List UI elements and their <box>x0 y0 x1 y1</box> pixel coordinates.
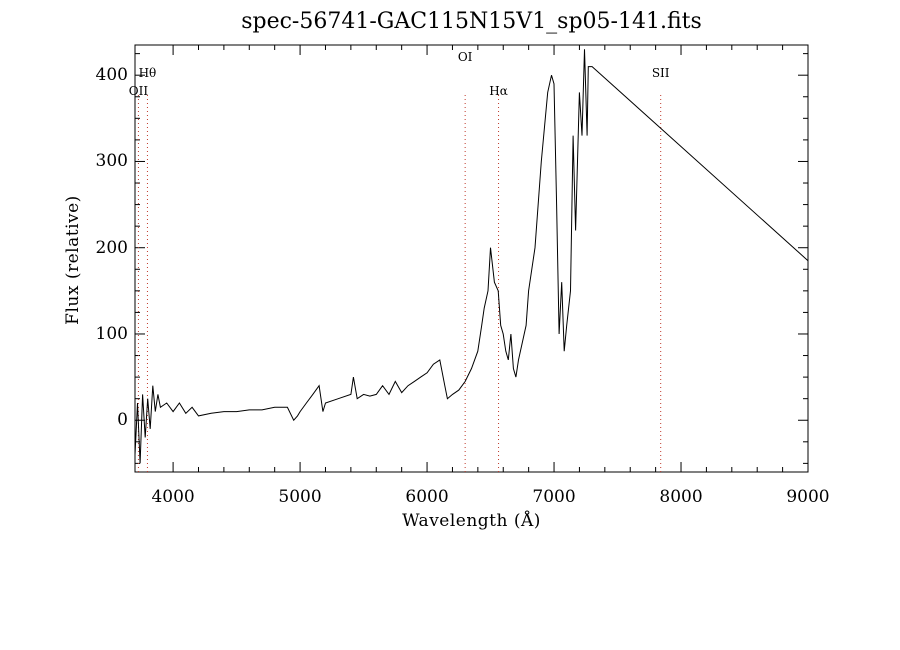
x-tick-label: 7000 <box>532 487 576 507</box>
emission-line-label: Hθ <box>138 66 157 80</box>
y-tick-label: 200 <box>95 237 128 258</box>
y-axis-label: Flux (relative) <box>63 195 83 325</box>
emission-line-markers <box>137 95 662 472</box>
emission-line-label: OI <box>457 50 473 64</box>
emission-line-label: SII <box>651 66 670 80</box>
spectrum-line <box>134 49 809 464</box>
y-tick-label: 400 <box>95 65 128 86</box>
x-tick-label: 8000 <box>659 487 703 507</box>
x-tick-label: 6000 <box>405 487 449 507</box>
y-tick-label: 100 <box>95 323 128 344</box>
chart-title: spec-56741-GAC115N15V1_sp05-141.fits <box>241 9 702 34</box>
x-tick-label: 9000 <box>786 487 830 507</box>
x-tick-label: 4000 <box>151 487 195 507</box>
plot-frame <box>134 44 809 473</box>
emission-line-label: Hα <box>489 84 508 98</box>
axis-ticks <box>135 45 809 472</box>
x-axis-label: Wavelength (Å) <box>402 511 541 531</box>
x-tick-label: 5000 <box>278 487 322 507</box>
y-tick-label: 0 <box>117 410 128 431</box>
y-tick-label: 300 <box>95 151 128 172</box>
emission-line-label: OII <box>128 84 149 98</box>
